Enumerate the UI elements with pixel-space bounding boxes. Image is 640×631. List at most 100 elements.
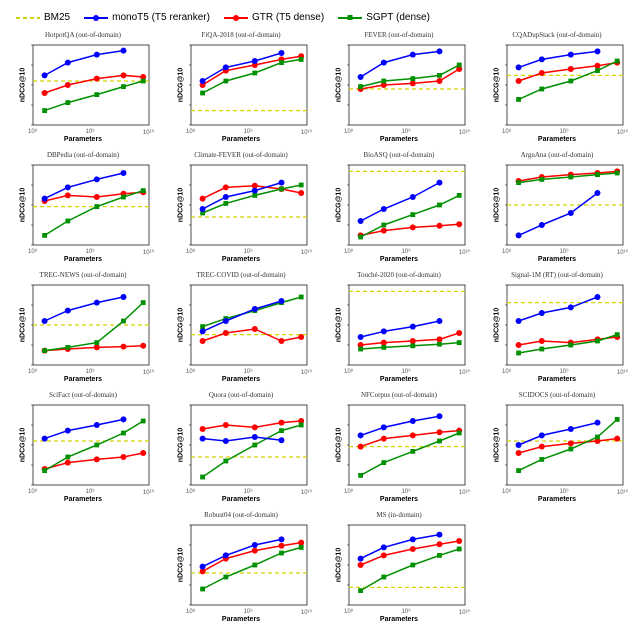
plot-area: nDCG@10 — [166, 281, 316, 369]
legend-item: BM25 — [16, 12, 70, 23]
plot-area: nDCG@10 — [482, 401, 632, 489]
x-ticks: 10⁸10⁹10¹⁰ — [8, 489, 158, 496]
y-axis-label: nDCG@10 — [336, 308, 343, 342]
legend-label: GTR (T5 dense) — [252, 12, 324, 23]
y-axis-label: nDCG@10 — [336, 68, 343, 102]
panel-title: ArguAna (out-of-domain) — [482, 151, 632, 159]
x-axis-label: Parameters — [482, 496, 632, 503]
panel-title: FiQA-2018 (out-of-domain) — [166, 31, 316, 39]
y-axis-label: nDCG@10 — [336, 548, 343, 582]
x-axis-label: Parameters — [166, 496, 316, 503]
x-axis-label: Parameters — [166, 256, 316, 263]
chart-grid: HotpotQA (out-of-domain)nDCG@1010⁸10⁹10¹… — [8, 31, 632, 623]
x-ticks: 10⁸10⁹10¹⁰ — [324, 249, 474, 256]
chart-panel: TREC-NEWS (out-of-domain)nDCG@1010⁸10⁹10… — [8, 271, 158, 383]
panel-title: Climate-FEVER (out-of-domain) — [166, 151, 316, 159]
legend-label: monoT5 (T5 reranker) — [112, 12, 210, 23]
x-axis-label: Parameters — [166, 616, 316, 623]
chart-panel: SciFact (out-of-domain) nDCG@10 10⁸10⁹10¹⁰… — [8, 391, 158, 503]
panel-title: CQADupStack (out-of-domain) — [482, 31, 632, 39]
y-axis-label: nDCG@10 — [178, 308, 185, 342]
x-ticks: 10⁸10⁹10¹⁰ — [166, 249, 316, 256]
panel-title: SciFact (out-of-domain) — [8, 391, 158, 399]
y-axis-label: nDCG@10 — [494, 68, 501, 102]
plot-area: nDCG@10 — [482, 41, 632, 129]
plot-area: nDCG@10 — [324, 521, 474, 609]
x-axis-label: Parameters — [8, 136, 158, 143]
y-axis-label: nDCG@10 — [494, 428, 501, 462]
panel-title: MS (in-domain) — [324, 511, 474, 519]
legend-item: monoT5 (T5 reranker) — [84, 12, 210, 23]
x-ticks: 10⁸10⁹10¹⁰ — [482, 369, 632, 376]
x-ticks: 10⁸10⁹10¹⁰ — [324, 489, 474, 496]
plot-area: nDCG@10 — [324, 161, 474, 249]
x-axis-label: Parameters — [324, 616, 474, 623]
chart-panel: Touché-2020 (out-of-domain) nDCG@10 10⁸10⁹… — [324, 271, 474, 383]
plot-area: nDCG@10 — [166, 161, 316, 249]
x-axis-label: Parameters — [482, 376, 632, 383]
y-axis-label: nDCG@10 — [494, 308, 501, 342]
x-ticks: 10⁸10⁹10¹⁰ — [166, 489, 316, 496]
chart-panel: NFCorpus (out-of-domain) nDCG@10 10⁸10⁹10¹… — [324, 391, 474, 503]
panel-title: NFCorpus (out-of-domain) — [324, 391, 474, 399]
plot-area: nDCG@10 — [166, 401, 316, 489]
panel-title: Touché-2020 (out-of-domain) — [324, 271, 474, 279]
legend: BM25 monoT5 (T5 reranker) GTR (T5 dense) SG… — [16, 12, 632, 23]
panel-title: TREC-NEWS (out-of-domain) — [8, 271, 158, 279]
y-axis-label: nDCG@10 — [20, 428, 27, 462]
x-ticks: 10⁸10⁹10¹⁰ — [166, 129, 316, 136]
chart-panel: BioASQ (out-of-domain)nDCG@1010⁸10⁹10¹⁰P… — [324, 151, 474, 263]
y-axis-label: nDCG@10 — [20, 188, 27, 222]
x-axis-label: Parameters — [324, 136, 474, 143]
chart-panel: MS (in-domain) nDCG@10 10⁸10⁹10¹⁰Parameter… — [324, 511, 474, 623]
plot-area: nDCG@10 — [324, 401, 474, 489]
chart-panel: TREC-COVID (out-of-domain)nDCG@1010⁸10⁹1… — [166, 271, 316, 383]
panel-title: Signal-1M (RT) (out-of-domain) — [482, 271, 632, 279]
x-ticks: 10⁸10⁹10¹⁰ — [482, 129, 632, 136]
x-ticks: 10⁸10⁹10¹⁰ — [482, 489, 632, 496]
plot-area: nDCG@10 — [166, 41, 316, 129]
x-axis-label: Parameters — [8, 496, 158, 503]
x-axis-label: Parameters — [8, 376, 158, 383]
x-axis-label: Parameters — [8, 256, 158, 263]
x-ticks: 10⁸10⁹10¹⁰ — [166, 609, 316, 616]
panel-title: FEVER (out-of-domain) — [324, 31, 474, 39]
y-axis-label: nDCG@10 — [20, 68, 27, 102]
plot-area: nDCG@10 — [324, 41, 474, 129]
chart-panel: HotpotQA (out-of-domain) nDCG@10 10⁸10⁹10¹… — [8, 31, 158, 143]
x-axis-label: Parameters — [482, 136, 632, 143]
y-axis-label: nDCG@10 — [494, 188, 501, 222]
x-ticks: 10⁸10⁹10¹⁰ — [324, 609, 474, 616]
legend-label: SGPT (dense) — [366, 12, 430, 23]
panel-title: Quora (out-of-domain) — [166, 391, 316, 399]
plot-area: nDCG@10 — [8, 401, 158, 489]
panel-title: DBPedia (out-of-domain) — [8, 151, 158, 159]
x-ticks: 10⁸10⁹10¹⁰ — [324, 129, 474, 136]
chart-panel: DBPedia (out-of-domain) nDCG@10 10⁸10⁹10¹⁰… — [8, 151, 158, 263]
legend-label: BM25 — [44, 12, 70, 23]
x-ticks: 10⁸10⁹10¹⁰ — [482, 249, 632, 256]
chart-panel: Climate-FEVER (out-of-domain) nDCG@10 10⁸1… — [166, 151, 316, 263]
y-axis-label: nDCG@10 — [20, 308, 27, 342]
y-axis-label: nDCG@10 — [178, 188, 185, 222]
y-axis-label: nDCG@10 — [336, 428, 343, 462]
panel-title: BioASQ (out-of-domain) — [324, 151, 474, 159]
plot-area: nDCG@10 — [482, 161, 632, 249]
x-ticks: 10⁸10⁹10¹⁰ — [324, 369, 474, 376]
panel-title: TREC-COVID (out-of-domain) — [166, 271, 316, 279]
y-axis-label: nDCG@10 — [336, 188, 343, 222]
plot-area: nDCG@10 — [324, 281, 474, 369]
plot-area: nDCG@10 — [8, 41, 158, 129]
plot-area: nDCG@10 — [8, 161, 158, 249]
panel-title: SCIDOCS (out-of-domain) — [482, 391, 632, 399]
plot-area: nDCG@10 — [8, 281, 158, 369]
x-ticks: 10⁸10⁹10¹⁰ — [8, 249, 158, 256]
legend-item: GTR (T5 dense) — [224, 12, 324, 23]
chart-panel: Robust04 (out-of-domain)nDCG@1010⁸10⁹10¹… — [166, 511, 316, 623]
panel-title: HotpotQA (out-of-domain) — [8, 31, 158, 39]
chart-panel: FEVER (out-of-domain) nDCG@10 10⁸10⁹10¹⁰Pa… — [324, 31, 474, 143]
x-ticks: 10⁸10⁹10¹⁰ — [8, 129, 158, 136]
x-axis-label: Parameters — [324, 496, 474, 503]
chart-panel: ArguAna (out-of-domain) nDCG@10 10⁸10⁹10¹⁰… — [482, 151, 632, 263]
chart-panel: Signal-1M (RT) (out-of-domain) nDCG@10 10⁸… — [482, 271, 632, 383]
